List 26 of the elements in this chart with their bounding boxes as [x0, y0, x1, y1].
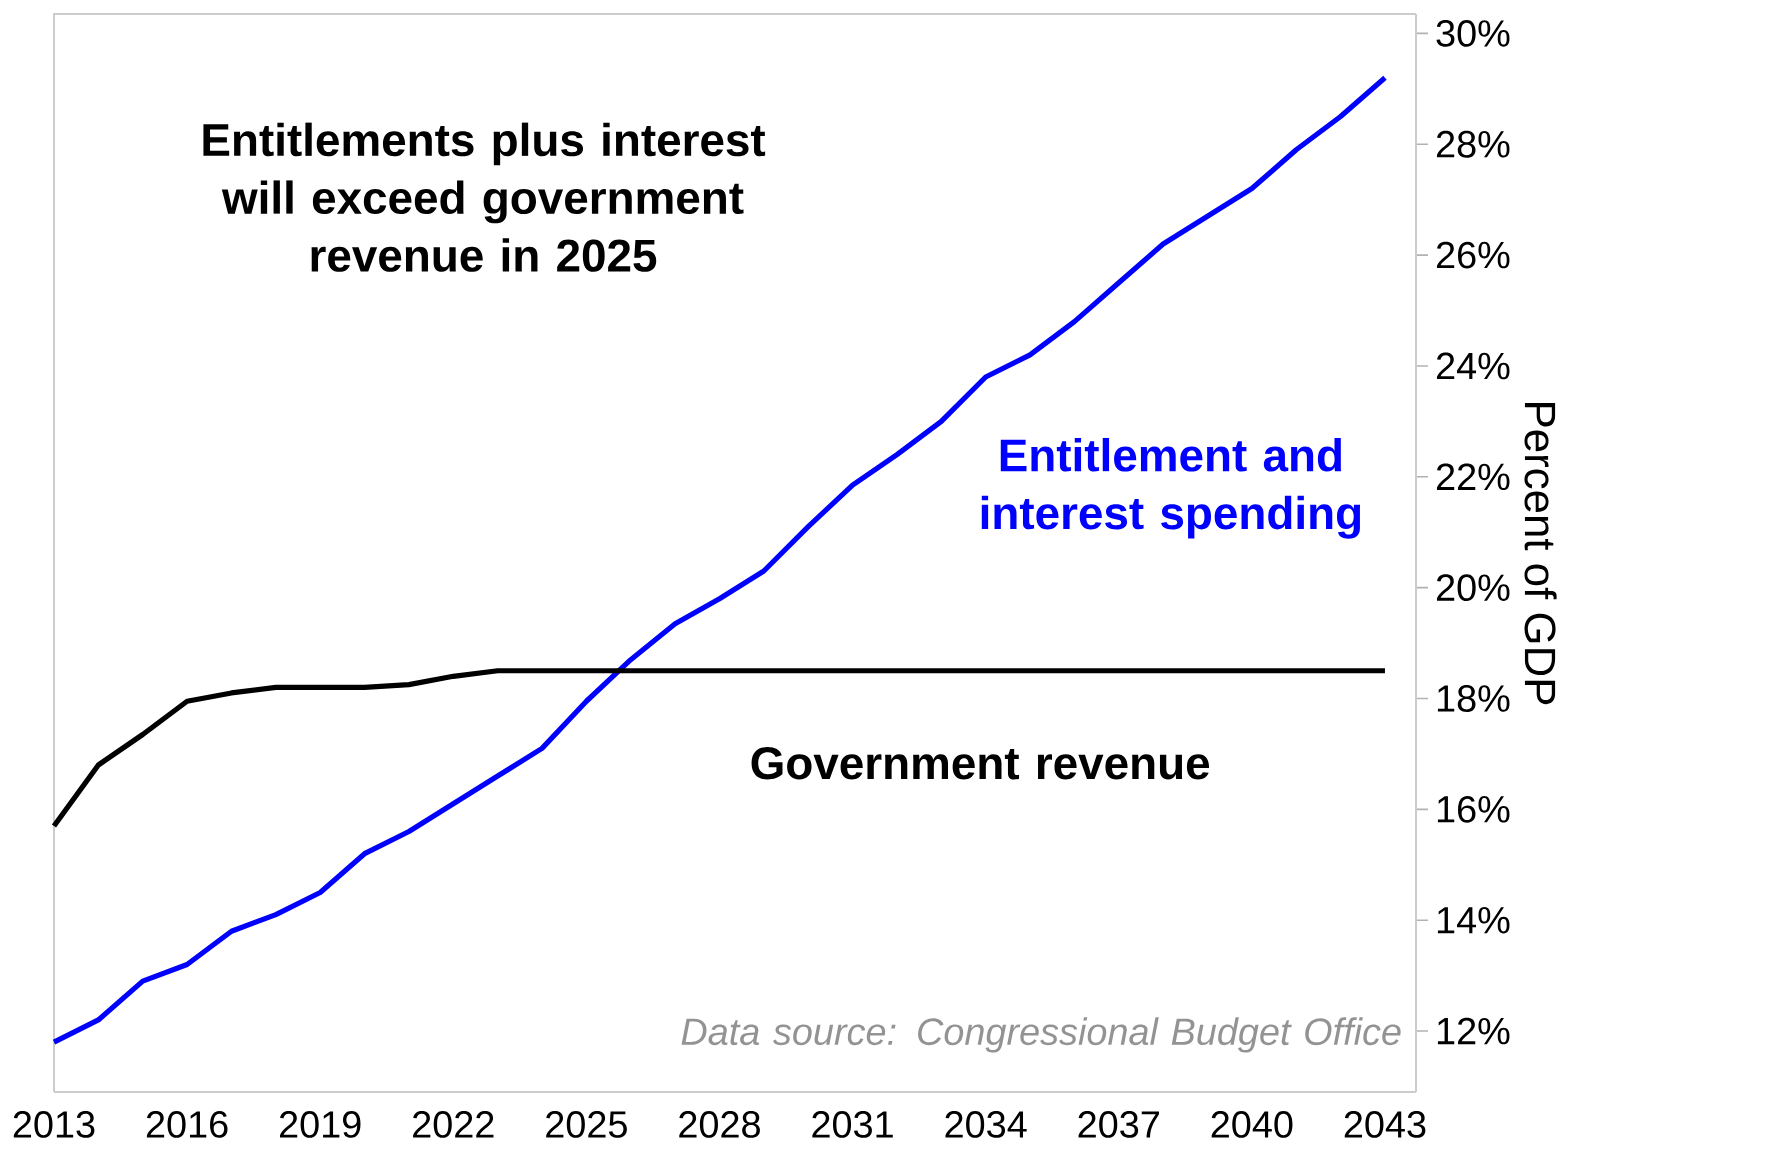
y-tick-label: 22%: [1436, 463, 1510, 491]
series-label: Entitlement and interest spending: [981, 437, 1361, 539]
x-tick-label: 2025: [546, 1111, 627, 1138]
y-tick-label: 28%: [1436, 130, 1510, 158]
y-tick-label: 18%: [1437, 685, 1510, 712]
series-label: Government revenue: [751, 746, 1210, 780]
x-tick-label: 2013: [13, 1111, 95, 1138]
y-axis-title: Percent of GDP: [1524, 403, 1557, 705]
y-tick-label: 16%: [1437, 795, 1510, 823]
y-tick-label: 14%: [1437, 906, 1510, 934]
y-tick-label: 26%: [1436, 241, 1510, 269]
x-tick-label: 2043: [1344, 1111, 1426, 1138]
x-tick-label: 2040: [1211, 1111, 1293, 1138]
x-tick-label: 2037: [1078, 1111, 1159, 1138]
x-tick-label: 2034: [945, 1111, 1027, 1138]
annotation: Entitlements plus interest will exceed government revenue in 2025: [203, 122, 766, 272]
y-tick-label: 20%: [1436, 574, 1510, 602]
y-tick-label: 24%: [1436, 352, 1510, 380]
x-tick-label: 2028: [679, 1111, 760, 1138]
x-tick-label: 2031: [812, 1111, 893, 1138]
y-tick-label: 30%: [1436, 19, 1510, 47]
annotation: Data source: Congressional Budget Office: [681, 1017, 1401, 1053]
x-tick-label: 2016: [146, 1111, 228, 1138]
x-tick-label: 2019: [279, 1111, 361, 1138]
x-tick-label: 2022: [413, 1111, 494, 1138]
y-tick-label: 12%: [1437, 1017, 1510, 1045]
